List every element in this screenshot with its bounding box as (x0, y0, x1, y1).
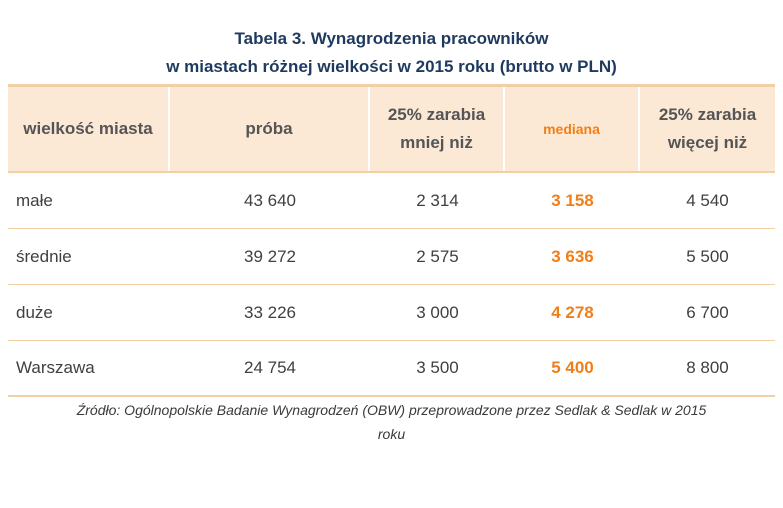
table-title-line2: w miastach różnej wielkości w 2015 roku … (166, 57, 617, 76)
cell-city: duże (16, 302, 53, 322)
cell-sample: 43 640 (244, 190, 296, 210)
table-row: duże 33 226 3 000 4 278 6 700 (8, 285, 775, 341)
table-row: Warszawa 24 754 3 500 5 400 8 800 (8, 341, 775, 397)
header-sample: próba (170, 87, 370, 171)
header-upper25: 25% zarabia więcej niż (640, 87, 775, 171)
source-line1: Źródło: Ogólnopolskie Badanie Wynagrodze… (76, 402, 707, 418)
cell-median: 4 278 (551, 302, 594, 322)
cell-city: małe (16, 190, 53, 210)
cell-median: 5 400 (551, 358, 594, 377)
cell-median: 3 636 (551, 246, 594, 266)
cell-sample: 33 226 (244, 302, 296, 322)
header-city-size: wielkość miasta (8, 87, 170, 171)
table-header: wielkość miasta próba 25% zarabia mniej … (8, 87, 775, 173)
source-line2: roku (377, 426, 406, 442)
cell-lower25: 3 500 (416, 358, 459, 377)
header-upper25-line1: 25% zarabia (658, 105, 757, 124)
cell-lower25: 3 000 (416, 302, 459, 322)
header-upper25-line2: więcej niż (667, 133, 748, 152)
cell-city: Warszawa (16, 358, 95, 377)
cell-median: 3 158 (551, 190, 594, 210)
cell-lower25: 2 575 (416, 246, 459, 266)
header-lower25: 25% zarabia mniej niż (370, 87, 505, 171)
cell-sample: 39 272 (244, 246, 296, 266)
table-row: małe 43 640 2 314 3 158 4 540 (8, 173, 775, 229)
cell-upper25: 8 800 (686, 358, 729, 377)
table-row: średnie 39 272 2 575 3 636 5 500 (8, 229, 775, 285)
table-top-border (8, 84, 775, 87)
cell-sample: 24 754 (244, 358, 296, 377)
cell-upper25: 5 500 (686, 246, 729, 266)
cell-upper25: 6 700 (686, 302, 729, 322)
source-note: Źródło: Ogólnopolskie Badanie Wynagrodze… (0, 398, 783, 446)
cell-city: średnie (16, 246, 72, 266)
cell-upper25: 4 540 (686, 190, 729, 210)
salary-table: wielkość miasta próba 25% zarabia mniej … (8, 84, 775, 397)
table-title-line1: Tabela 3. Wynagrodzenia pracowników (234, 29, 549, 48)
header-median: mediana (505, 87, 640, 171)
cell-lower25: 2 314 (416, 190, 459, 210)
header-lower25-line2: mniej niż (400, 133, 473, 152)
header-lower25-line1: 25% zarabia (387, 105, 486, 124)
